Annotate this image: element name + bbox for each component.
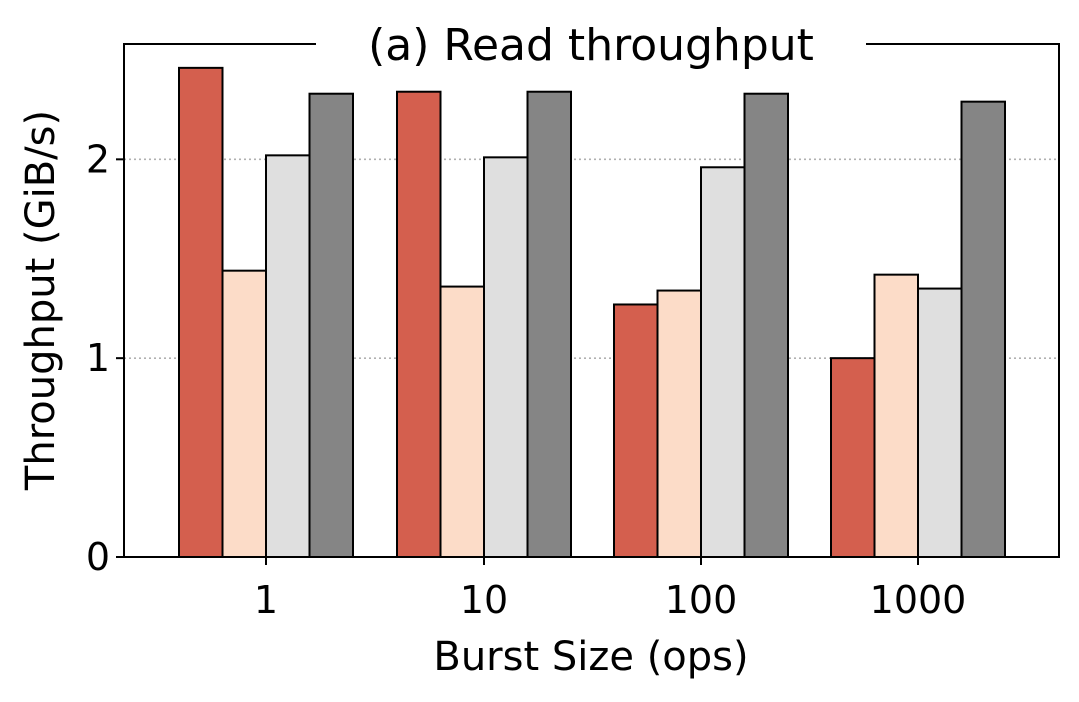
- bar-series-1-1000: [830, 357, 876, 558]
- bar-series-3-1: [265, 154, 311, 558]
- x-tick-label: 100: [665, 578, 738, 622]
- bar-series-2-1000: [873, 273, 919, 558]
- x-tick-label: 1000: [870, 578, 967, 622]
- bar-series-3-100: [700, 166, 746, 558]
- x-tick-label: 1: [254, 578, 278, 622]
- bar-series-2-1: [221, 269, 267, 558]
- title-background: [316, 14, 866, 74]
- bar-series-1-1: [178, 66, 224, 558]
- chart-title: (a) Read throughput: [368, 20, 814, 71]
- y-tick-label: 2: [86, 137, 110, 181]
- x-axis-label: Burst Size (ops): [433, 634, 748, 680]
- y-tick-label: 0: [86, 535, 110, 579]
- axis-ticks: 0 1 2 1 10 100 1000: [86, 137, 967, 622]
- bar-series-2-100: [656, 289, 702, 558]
- bar-series-4-10: [526, 90, 572, 559]
- bar-series-4-1: [308, 92, 354, 559]
- bar-series-3-10: [483, 156, 529, 558]
- bar-series-4-1000: [960, 100, 1006, 559]
- bars: [178, 66, 1006, 559]
- bar-series-2-10: [439, 285, 485, 558]
- bar-series-1-10: [396, 90, 442, 559]
- bar-series-4-100: [743, 92, 789, 559]
- y-axis-label: Throughput (GiB/s): [18, 110, 64, 491]
- x-tick-label: 10: [460, 578, 508, 622]
- y-tick-label: 1: [86, 336, 110, 380]
- bar-series-1-100: [613, 303, 659, 558]
- bar-series-3-1000: [917, 287, 963, 558]
